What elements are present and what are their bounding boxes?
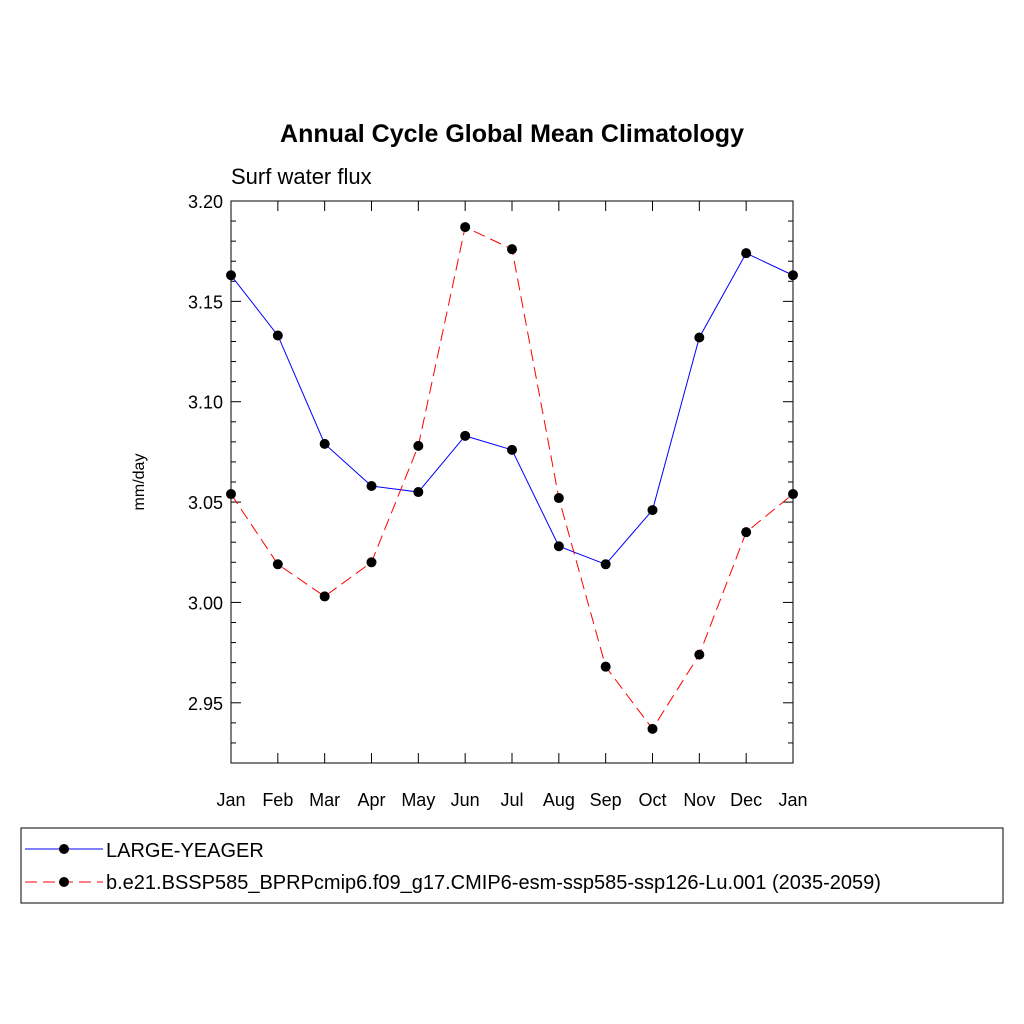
y-tick-label: 3.05 <box>188 493 223 513</box>
data-point <box>741 527 752 538</box>
data-point <box>319 591 330 602</box>
x-tick-label: Jan <box>778 790 807 810</box>
chart-subtitle: Surf water flux <box>231 164 372 189</box>
data-point <box>647 505 658 516</box>
data-point <box>647 723 658 734</box>
legend-label-large-yeager: LARGE-YEAGER <box>106 840 264 862</box>
y-axis-label: mm/day <box>131 454 148 511</box>
data-point <box>272 330 283 341</box>
data-point <box>788 489 798 500</box>
data-point <box>319 438 330 449</box>
data-point <box>460 430 471 441</box>
y-tick-label: 3.10 <box>188 393 223 413</box>
legend-box <box>20 827 1004 904</box>
y-tick-label: 3.00 <box>188 593 223 613</box>
series-line-0 <box>230 252 794 565</box>
x-tick-label: May <box>401 790 435 810</box>
x-tick-label: Apr <box>357 790 385 810</box>
x-tick-label: Feb <box>262 790 293 810</box>
series-layer <box>226 222 798 734</box>
data-point <box>413 440 424 451</box>
data-point <box>694 332 705 343</box>
y-axis: 3.20 3.15 3.10 3.05 3.00 2.95 <box>188 192 793 744</box>
data-point <box>226 489 236 500</box>
legend-label-ssp585: b.e21.BSSP585_BPRPcmip6.f09_g17.CMIP6-es… <box>106 872 881 894</box>
data-point <box>507 244 517 255</box>
chart-title: Annual Cycle Global Mean Climatology <box>280 120 744 148</box>
x-tick-label: Aug <box>543 790 575 810</box>
x-tick-label: Dec <box>730 790 762 810</box>
x-tick-label: Sep <box>590 790 622 810</box>
data-point <box>366 481 377 492</box>
plot-border <box>230 200 794 764</box>
x-tick-label: Nov <box>683 790 715 810</box>
x-tick-label: Jan <box>216 790 245 810</box>
y-tick-label: 3.20 <box>188 192 223 212</box>
data-point <box>741 248 752 259</box>
data-point <box>507 444 517 455</box>
data-point <box>788 270 798 281</box>
y-tick-label: 3.15 <box>188 292 223 312</box>
data-point <box>226 270 236 281</box>
data-point <box>600 559 611 570</box>
data-point <box>366 557 377 568</box>
series-line-1 <box>230 226 794 730</box>
data-point <box>272 559 283 570</box>
x-tick-label: Jun <box>451 790 480 810</box>
data-point <box>600 661 611 672</box>
y-tick-label: 2.95 <box>188 694 223 714</box>
x-tick-label: Oct <box>638 790 666 810</box>
legend-marker-large-yeager <box>59 844 69 854</box>
data-point <box>460 222 471 233</box>
x-tick-label: Jul <box>500 790 523 810</box>
x-axis: Jan Feb Mar Apr May Jun Jul Aug Sep Oct Nov Dec Jan <box>216 201 808 810</box>
data-point <box>413 487 424 498</box>
x-tick-label: Mar <box>309 790 340 810</box>
data-point <box>553 541 564 552</box>
plot-frame <box>230 200 794 764</box>
data-point <box>694 649 705 660</box>
data-point <box>553 493 564 504</box>
legend-marker-ssp585 <box>59 877 69 887</box>
legend: LARGE-YEAGER b.e21.BSSP585_BPRPcmip6.f09… <box>20 827 1004 904</box>
